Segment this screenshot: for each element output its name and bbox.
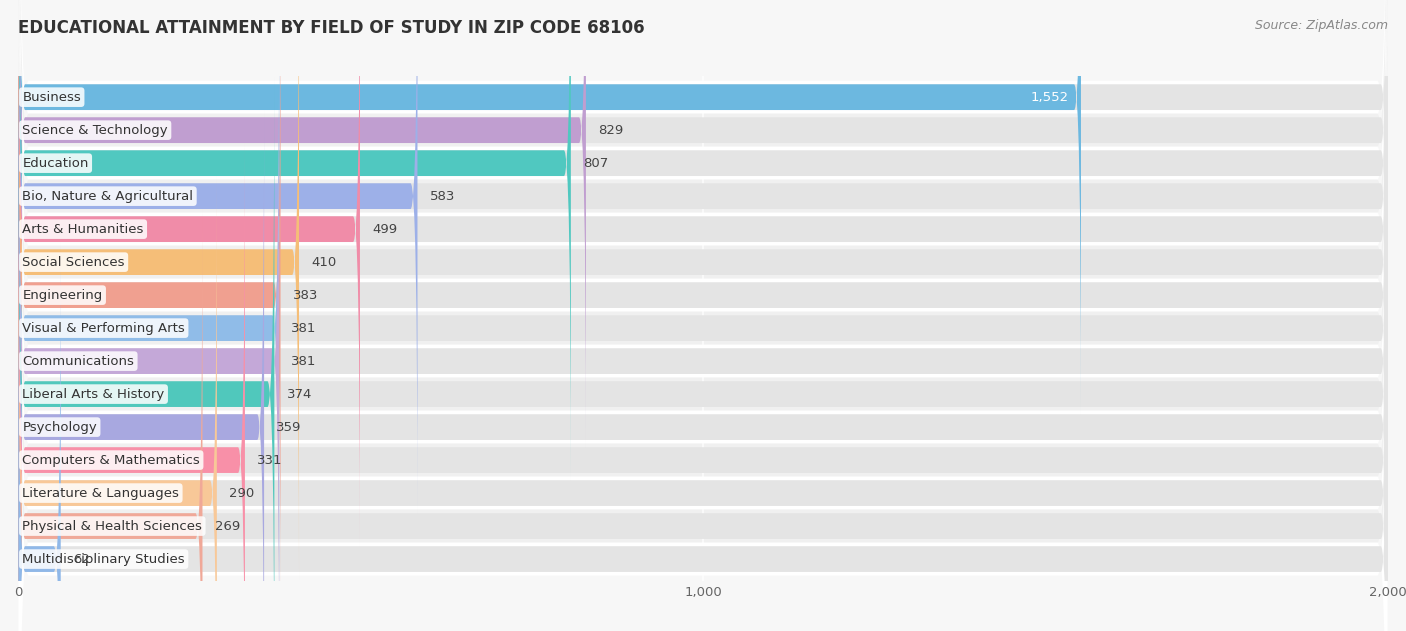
Text: Education: Education: [22, 156, 89, 170]
FancyBboxPatch shape: [18, 176, 217, 631]
FancyBboxPatch shape: [18, 242, 60, 631]
FancyBboxPatch shape: [18, 176, 1388, 631]
FancyBboxPatch shape: [18, 0, 1388, 631]
FancyBboxPatch shape: [18, 44, 280, 631]
Text: Literature & Languages: Literature & Languages: [22, 487, 179, 500]
Text: Computers & Mathematics: Computers & Mathematics: [22, 454, 200, 466]
Text: 331: 331: [257, 454, 283, 466]
Text: 374: 374: [287, 387, 312, 401]
FancyBboxPatch shape: [18, 143, 245, 631]
FancyBboxPatch shape: [18, 0, 1388, 575]
FancyBboxPatch shape: [18, 0, 1388, 480]
FancyBboxPatch shape: [18, 0, 1081, 414]
FancyBboxPatch shape: [18, 0, 299, 579]
Text: 62: 62: [73, 553, 90, 565]
FancyBboxPatch shape: [18, 110, 264, 631]
Text: 290: 290: [229, 487, 254, 500]
FancyBboxPatch shape: [18, 77, 274, 631]
FancyBboxPatch shape: [18, 0, 1388, 631]
FancyBboxPatch shape: [18, 0, 360, 546]
Text: Business: Business: [22, 91, 82, 103]
FancyBboxPatch shape: [18, 0, 1388, 631]
Text: 359: 359: [277, 421, 302, 433]
FancyBboxPatch shape: [18, 0, 1388, 579]
Text: 829: 829: [598, 124, 623, 137]
FancyBboxPatch shape: [18, 0, 1388, 447]
Text: Multidisciplinary Studies: Multidisciplinary Studies: [22, 553, 186, 565]
Text: 381: 381: [291, 322, 316, 334]
Text: Source: ZipAtlas.com: Source: ZipAtlas.com: [1254, 19, 1388, 32]
Text: Visual & Performing Arts: Visual & Performing Arts: [22, 322, 186, 334]
FancyBboxPatch shape: [18, 0, 571, 480]
Text: 381: 381: [291, 355, 316, 368]
FancyBboxPatch shape: [18, 0, 586, 447]
FancyBboxPatch shape: [18, 77, 1388, 631]
Text: Science & Technology: Science & Technology: [22, 124, 167, 137]
FancyBboxPatch shape: [18, 0, 1388, 631]
Text: Psychology: Psychology: [22, 421, 97, 433]
FancyBboxPatch shape: [18, 0, 281, 612]
FancyBboxPatch shape: [18, 143, 1388, 631]
FancyBboxPatch shape: [18, 81, 1388, 631]
Text: Communications: Communications: [22, 355, 134, 368]
FancyBboxPatch shape: [18, 11, 1388, 631]
Text: 583: 583: [430, 190, 456, 203]
Text: Engineering: Engineering: [22, 288, 103, 302]
FancyBboxPatch shape: [18, 11, 280, 631]
Text: Bio, Nature & Agricultural: Bio, Nature & Agricultural: [22, 190, 194, 203]
FancyBboxPatch shape: [18, 0, 418, 513]
FancyBboxPatch shape: [18, 0, 1388, 612]
Text: 1,552: 1,552: [1031, 91, 1069, 103]
FancyBboxPatch shape: [18, 209, 202, 631]
FancyBboxPatch shape: [18, 0, 1388, 546]
Text: 383: 383: [292, 288, 318, 302]
FancyBboxPatch shape: [18, 209, 1388, 631]
FancyBboxPatch shape: [18, 0, 1388, 631]
FancyBboxPatch shape: [18, 15, 1388, 631]
FancyBboxPatch shape: [18, 0, 1388, 631]
Text: Social Sciences: Social Sciences: [22, 256, 125, 269]
Text: 410: 410: [311, 256, 336, 269]
FancyBboxPatch shape: [18, 242, 1388, 631]
Text: Arts & Humanities: Arts & Humanities: [22, 223, 143, 235]
Text: Physical & Health Sciences: Physical & Health Sciences: [22, 519, 202, 533]
Text: 499: 499: [373, 223, 398, 235]
FancyBboxPatch shape: [18, 48, 1388, 631]
FancyBboxPatch shape: [18, 0, 1388, 631]
FancyBboxPatch shape: [18, 0, 1388, 631]
FancyBboxPatch shape: [18, 44, 1388, 631]
Text: 269: 269: [215, 519, 240, 533]
FancyBboxPatch shape: [18, 0, 1388, 631]
Text: Liberal Arts & History: Liberal Arts & History: [22, 387, 165, 401]
FancyBboxPatch shape: [18, 110, 1388, 631]
Text: EDUCATIONAL ATTAINMENT BY FIELD OF STUDY IN ZIP CODE 68106: EDUCATIONAL ATTAINMENT BY FIELD OF STUDY…: [18, 19, 645, 37]
FancyBboxPatch shape: [18, 0, 1388, 631]
FancyBboxPatch shape: [18, 0, 1388, 513]
FancyBboxPatch shape: [18, 0, 1388, 414]
Text: 807: 807: [583, 156, 609, 170]
FancyBboxPatch shape: [18, 0, 1388, 608]
